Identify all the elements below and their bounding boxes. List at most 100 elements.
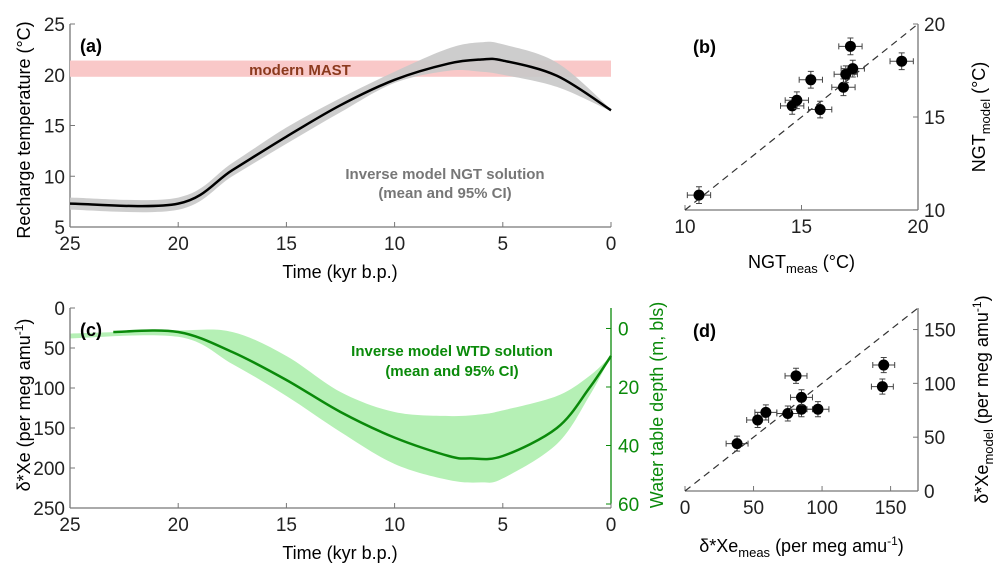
data-point — [872, 357, 896, 374]
point-marker — [814, 104, 826, 116]
panel-label-b: (b) — [693, 37, 716, 57]
y-tick-label: 250 — [33, 499, 65, 520]
y-label-part: (per meg amu — [972, 312, 992, 429]
y-label-part: -1 — [12, 324, 26, 335]
y-tick-label: 50 — [924, 428, 945, 449]
point-marker — [760, 406, 772, 418]
panel-label-d: (d) — [693, 321, 716, 341]
x-tick-label: 20 — [168, 515, 189, 536]
x-tick-label: 0 — [606, 515, 617, 536]
panel-d-axes: 0 50 100 150 0 50 100 150 — [680, 308, 956, 519]
x-label-part: δ*Xe — [699, 536, 738, 556]
mean-line-c — [113, 329, 613, 461]
y-tick-label: 150 — [924, 321, 956, 342]
x-tick-label: 15 — [276, 515, 297, 536]
y-label-part: ) — [14, 319, 34, 325]
x-tick-label: 0 — [606, 234, 617, 255]
x-tick-label: 10 — [674, 217, 695, 238]
point-marker — [791, 94, 803, 106]
point-marker — [790, 370, 802, 382]
y-label-part: model — [981, 429, 996, 465]
data-point — [784, 367, 808, 384]
annotation-c: (mean and 95% CI) — [385, 363, 518, 380]
y2-tick-label: 40 — [618, 436, 639, 457]
point-marker — [878, 359, 890, 371]
x-tick-label: 5 — [498, 515, 509, 536]
one-to-one-line — [684, 23, 919, 211]
annotation-a: (mean and 95% CI) — [378, 185, 511, 202]
y2-tick-label: 0 — [618, 319, 629, 340]
annotation-c: Inverse model WTD solution — [351, 343, 553, 360]
x-tick-label: 10 — [384, 515, 405, 536]
y-axis-label-d: δ*Xemodel (per meg amu-1) — [970, 295, 996, 503]
data-point — [798, 70, 823, 89]
x-axis-label-c: Time (kyr b.p.) — [282, 543, 397, 563]
data-point — [776, 405, 800, 422]
data-point — [831, 78, 856, 97]
y-tick-label: 15 — [44, 117, 65, 138]
y-tick-label: 15 — [924, 108, 945, 129]
x-tick-label: 20 — [168, 234, 189, 255]
x-tick-label: 15 — [791, 217, 812, 238]
point-marker — [896, 55, 908, 67]
point-marker — [796, 403, 807, 415]
data-point — [725, 435, 749, 452]
y-tick-label: 150 — [33, 419, 65, 440]
x-label-part: NGT — [748, 252, 786, 272]
data-point — [686, 186, 712, 204]
x-tick-label: 15 — [276, 234, 297, 255]
x-label-part: ) — [898, 536, 904, 556]
point-marker — [847, 63, 859, 75]
y-label-part: δ*Xe (per meg amu — [14, 335, 34, 491]
x-tick-label: 5 — [498, 234, 509, 255]
x-label-part: meas — [786, 261, 818, 276]
data-point — [784, 91, 809, 110]
x-label-part: (per meg amu — [770, 536, 887, 556]
data-point — [790, 389, 813, 406]
y2-tick-label: 60 — [618, 495, 639, 516]
y-tick-label: 0 — [54, 299, 65, 320]
x-tick-label: 0 — [680, 498, 691, 519]
point-marker — [805, 74, 817, 86]
panel-a-axes: 25 20 15 10 5 0 5 10 15 20 25 — [44, 15, 616, 255]
y-axis-label-b: NGTmodel (°C) — [969, 62, 993, 173]
x-axis-label-d: δ*Xemeas (per meg amu-1) — [699, 534, 904, 560]
y-tick-label: 50 — [44, 339, 65, 360]
y-tick-label: 0 — [924, 482, 935, 503]
y-label-part: model — [978, 99, 993, 135]
point-marker — [876, 381, 888, 393]
x-tick-label: 100 — [806, 498, 838, 519]
y-tick-label: 10 — [924, 201, 945, 222]
ci-band-c — [70, 329, 611, 483]
x-axis-label-a: Time (kyr b.p.) — [282, 262, 397, 282]
data-point — [840, 59, 865, 78]
y-tick-label: 10 — [44, 167, 65, 188]
y2-axis-label-c: Water table depth (m, bls) — [647, 302, 667, 508]
point-marker — [844, 40, 856, 52]
mean-line-a — [69, 57, 612, 208]
y-tick-label: 100 — [33, 379, 65, 400]
x-tick-label: 20 — [907, 217, 928, 238]
data-point — [806, 401, 830, 418]
y-axis-label-a: Recharge temperature (°C) — [14, 21, 34, 238]
y-label-part: NGT — [969, 134, 989, 172]
y-label-part: ) — [972, 295, 992, 301]
x-tick-label: 10 — [384, 234, 405, 255]
y-tick-label: 20 — [924, 15, 945, 36]
x-label-part: -1 — [887, 534, 898, 548]
y-tick-label: 5 — [54, 218, 65, 239]
x-label-part: (°C) — [818, 252, 855, 272]
mast-label: modern MAST — [249, 62, 351, 79]
panel-label-c: (c) — [80, 320, 102, 340]
y-tick-label: 200 — [33, 459, 65, 480]
y-label-part: -1 — [970, 301, 984, 312]
y2-tick-label: 20 — [618, 378, 639, 399]
point-marker — [796, 391, 807, 403]
y-axis-label-c: δ*Xe (per meg amu-1) — [12, 319, 34, 492]
point-marker — [752, 414, 764, 426]
x-tick-label: 50 — [743, 498, 764, 519]
data-point — [807, 100, 833, 119]
